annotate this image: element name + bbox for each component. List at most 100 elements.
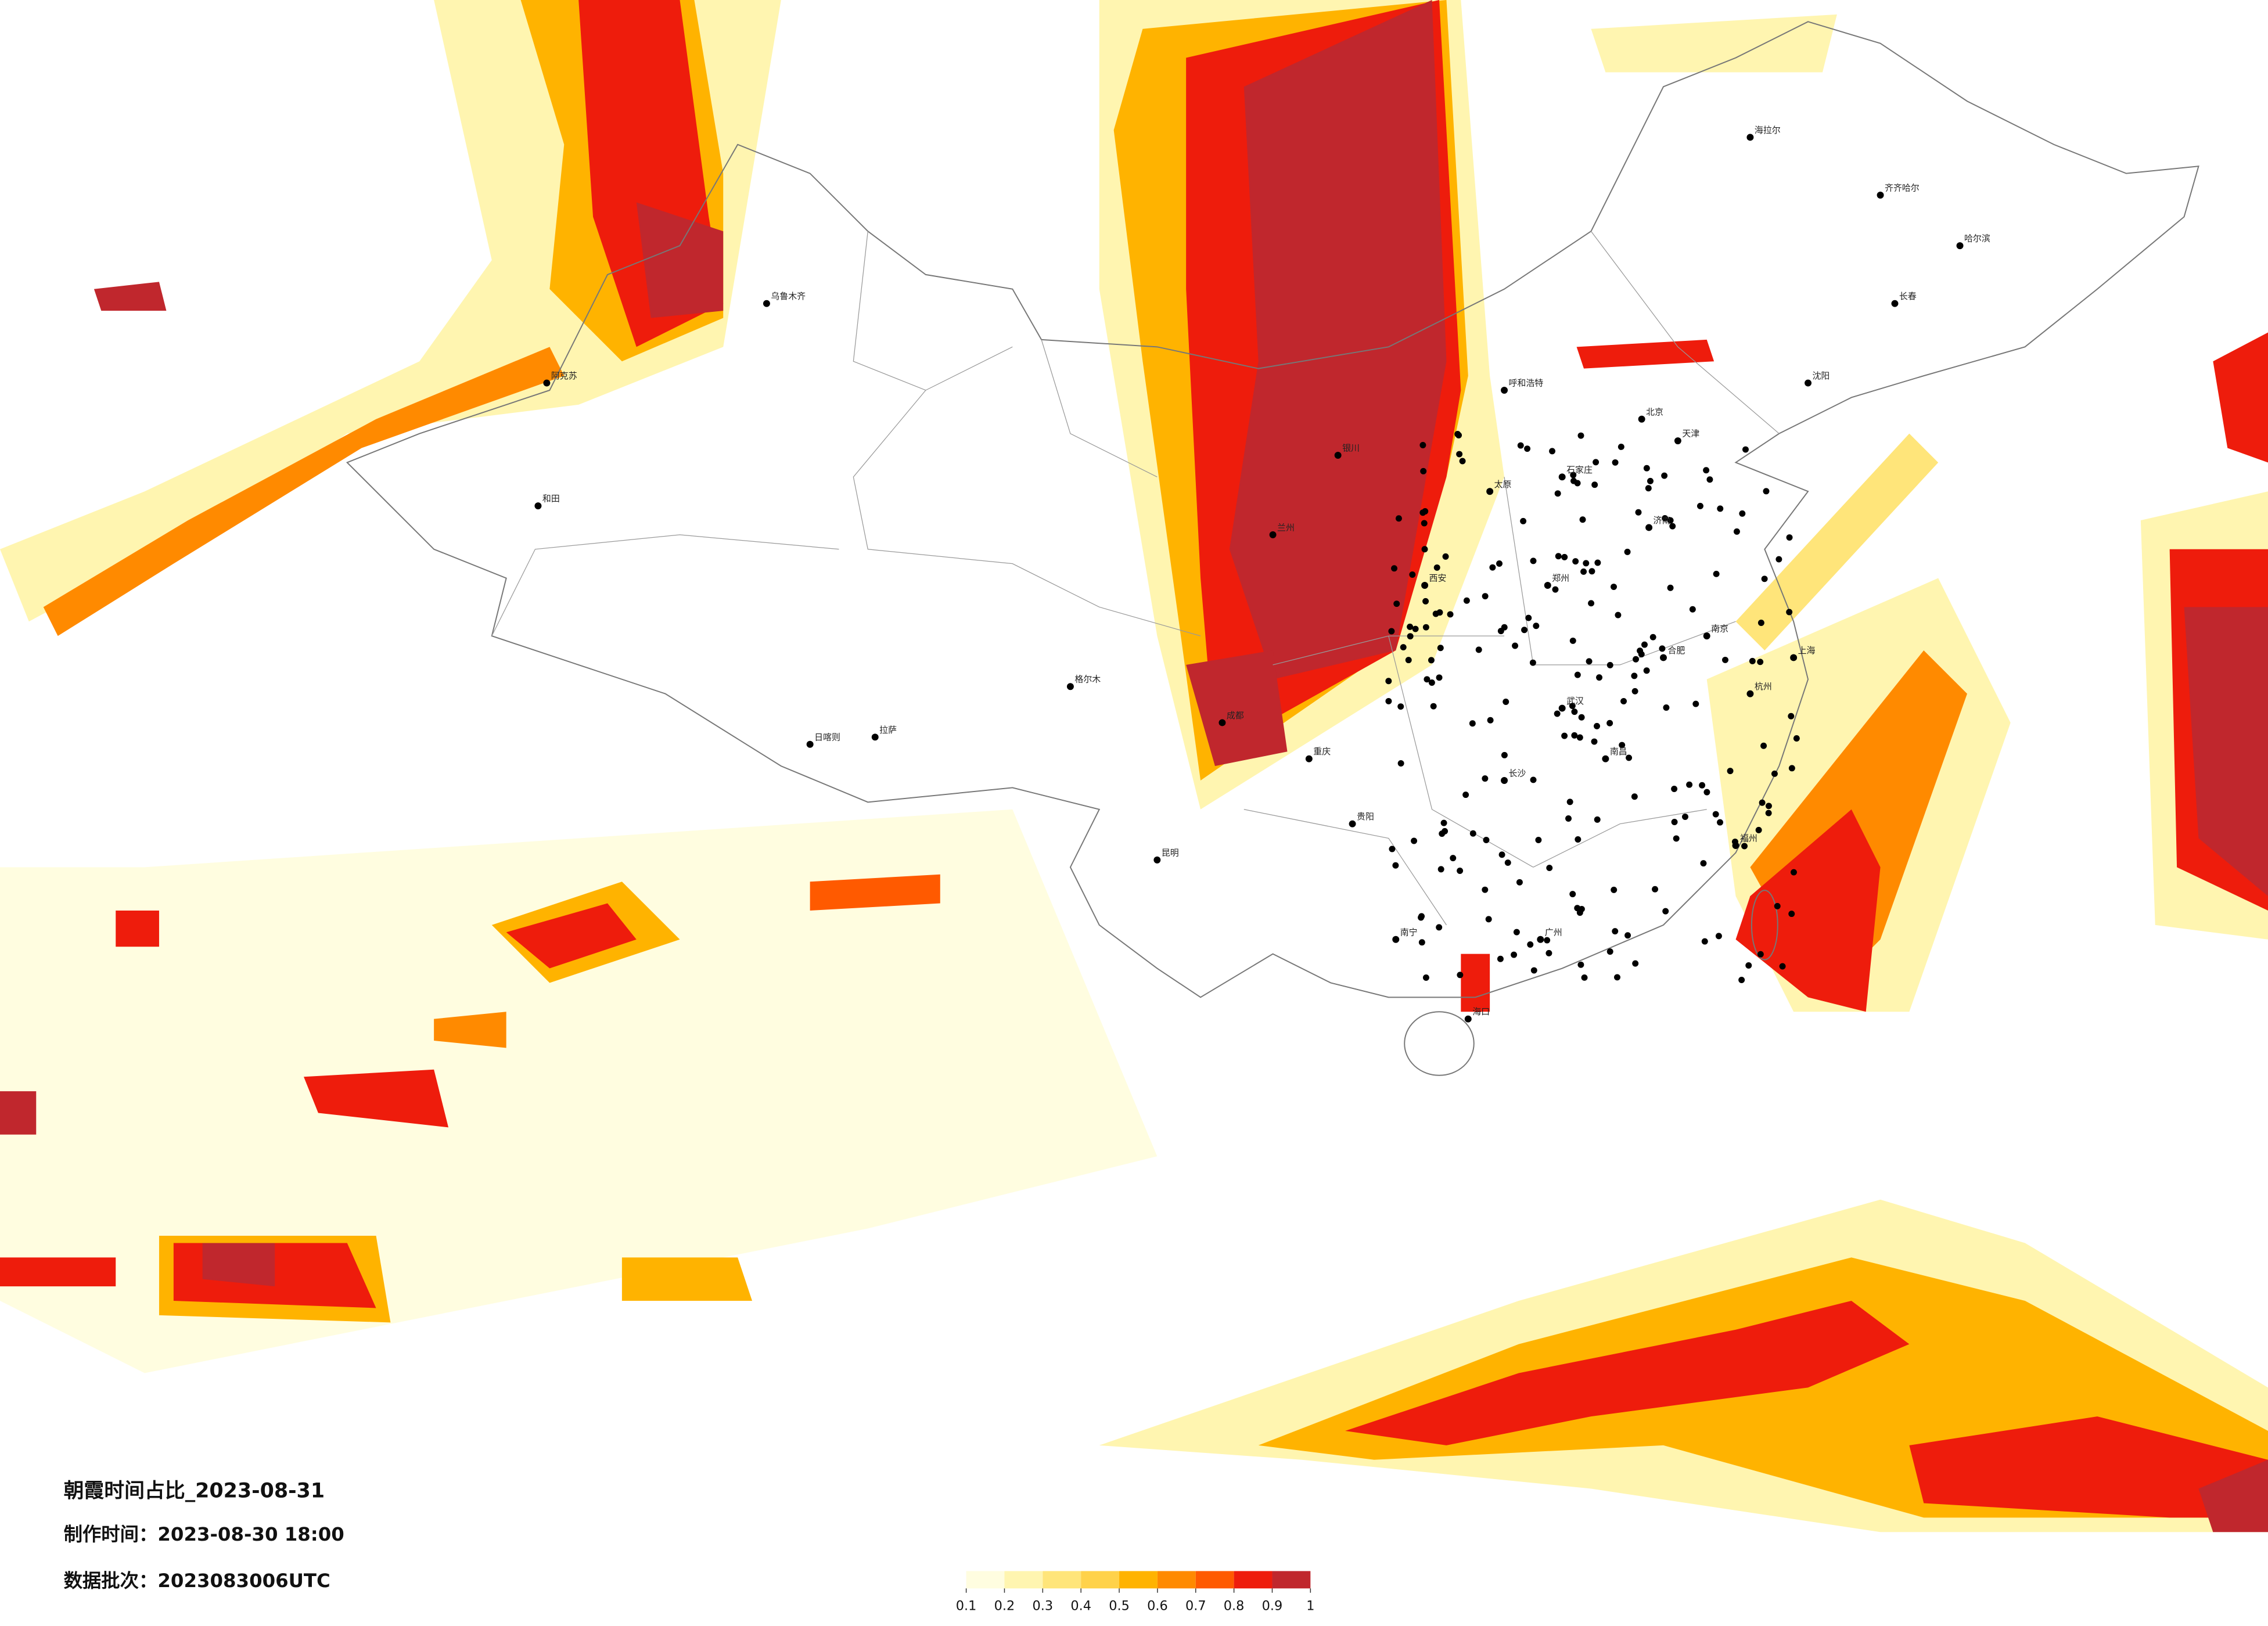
title: 朝霞时间占比_2023-08-31: [64, 1479, 325, 1502]
city-dot: [1421, 582, 1429, 589]
heat-area: [94, 282, 167, 311]
colorbar-cell: [1234, 1571, 1273, 1589]
city-dot: [1555, 553, 1562, 560]
city-label: 郑州: [1552, 573, 1569, 584]
city-dot: [1662, 908, 1669, 915]
city-dot: [1696, 502, 1703, 509]
city-label: 石家庄: [1566, 465, 1593, 475]
city-label: 和田: [542, 494, 560, 504]
city-dot: [1717, 819, 1723, 826]
city-dot: [1742, 446, 1749, 453]
city-dot: [1558, 473, 1566, 481]
colorbar-cell: [1119, 1571, 1158, 1589]
city-dot: [1385, 697, 1392, 704]
colorbar-label: 0.3: [1033, 1599, 1054, 1614]
colorbar-label: 0.2: [994, 1599, 1015, 1614]
city-dot: [1594, 816, 1601, 823]
city-dot: [1407, 633, 1414, 640]
city-dot: [1422, 598, 1429, 605]
city-dot: [1428, 679, 1435, 686]
city-dot: [534, 502, 542, 510]
city-dot: [1790, 869, 1797, 876]
city-dot: [1671, 819, 1678, 826]
colorbar-label: 0.1: [956, 1599, 977, 1614]
city-label: 重庆: [1313, 746, 1331, 757]
city-dot: [1153, 856, 1161, 864]
city-dot: [1661, 472, 1668, 479]
city-dot: [1788, 911, 1795, 918]
city-dot: [1637, 647, 1644, 654]
city-label: 乌鲁木齐: [771, 291, 806, 301]
city-dot: [1437, 866, 1444, 873]
city-dot: [1457, 972, 1464, 979]
heat-area: [202, 1243, 275, 1287]
city-dot: [1482, 593, 1489, 600]
city-dot: [1727, 768, 1734, 775]
city-dot: [1421, 546, 1428, 553]
city-dot: [1385, 678, 1392, 685]
city-dot: [1422, 624, 1429, 631]
city-dot: [1606, 720, 1613, 726]
city-dot: [1703, 632, 1710, 640]
heat-area: [636, 202, 724, 318]
city-dot: [1442, 553, 1449, 560]
city-label: 广州: [1545, 927, 1562, 937]
heat-area: [1909, 1416, 2268, 1518]
city-dot: [1682, 814, 1688, 821]
heat-layer: [0, 0, 2268, 1533]
made-time: 制作时间：2023-08-30 18:00: [64, 1523, 344, 1545]
city-dot: [1612, 928, 1619, 935]
city-dot: [1588, 600, 1595, 607]
city-dot: [1511, 951, 1518, 958]
city-dot: [1420, 467, 1427, 474]
city-dot: [1614, 974, 1620, 981]
city-dot: [1552, 586, 1559, 593]
city-dot: [1395, 515, 1402, 522]
city-dot: [1409, 571, 1416, 578]
city-label: 昆明: [1162, 847, 1179, 858]
city-dot: [1660, 654, 1667, 661]
city-dot: [543, 379, 551, 387]
city-label: 太原: [1494, 479, 1512, 490]
city-dot: [1570, 472, 1577, 479]
city-dot: [1619, 742, 1626, 749]
city-dot: [1733, 528, 1740, 535]
city-dot: [1549, 448, 1555, 455]
city-dot: [1524, 445, 1531, 452]
city-dot: [1788, 713, 1795, 720]
city-dot: [1554, 490, 1561, 497]
city-dot: [1761, 575, 1768, 582]
city-dot: [1349, 820, 1356, 828]
heat-area: [43, 347, 565, 636]
city-dot: [1501, 751, 1508, 758]
city-dot: [1489, 564, 1496, 571]
city-dot: [1418, 939, 1425, 946]
heat-area: [434, 1012, 506, 1048]
city-dot: [1533, 623, 1540, 629]
city-dot: [1400, 644, 1407, 651]
city-dot: [1428, 657, 1435, 664]
city-dot: [1706, 476, 1713, 483]
city-dot: [1647, 477, 1654, 484]
city-dot: [1464, 1015, 1472, 1023]
city-dot: [1765, 810, 1772, 816]
city-label: 北京: [1646, 406, 1663, 417]
city-dot: [1496, 560, 1503, 567]
city-dot: [1700, 860, 1707, 867]
heat-area: [0, 1091, 37, 1135]
heat-area: [1591, 14, 1837, 73]
city-dot: [1554, 710, 1561, 717]
city-label: 杭州: [1755, 681, 1772, 692]
city-dot: [1517, 442, 1524, 449]
heat-area: [0, 809, 1158, 1373]
city-dot: [1411, 837, 1418, 844]
city-dot: [1631, 688, 1638, 695]
city-dot: [1611, 584, 1618, 591]
city-dot: [1389, 846, 1396, 852]
city-dot: [1501, 387, 1508, 394]
heat-area: [1576, 339, 1715, 369]
city-label: 合肥: [1667, 645, 1685, 656]
city-dot: [1805, 379, 1812, 387]
city-dot: [1624, 932, 1631, 939]
city-dot: [1530, 776, 1537, 783]
